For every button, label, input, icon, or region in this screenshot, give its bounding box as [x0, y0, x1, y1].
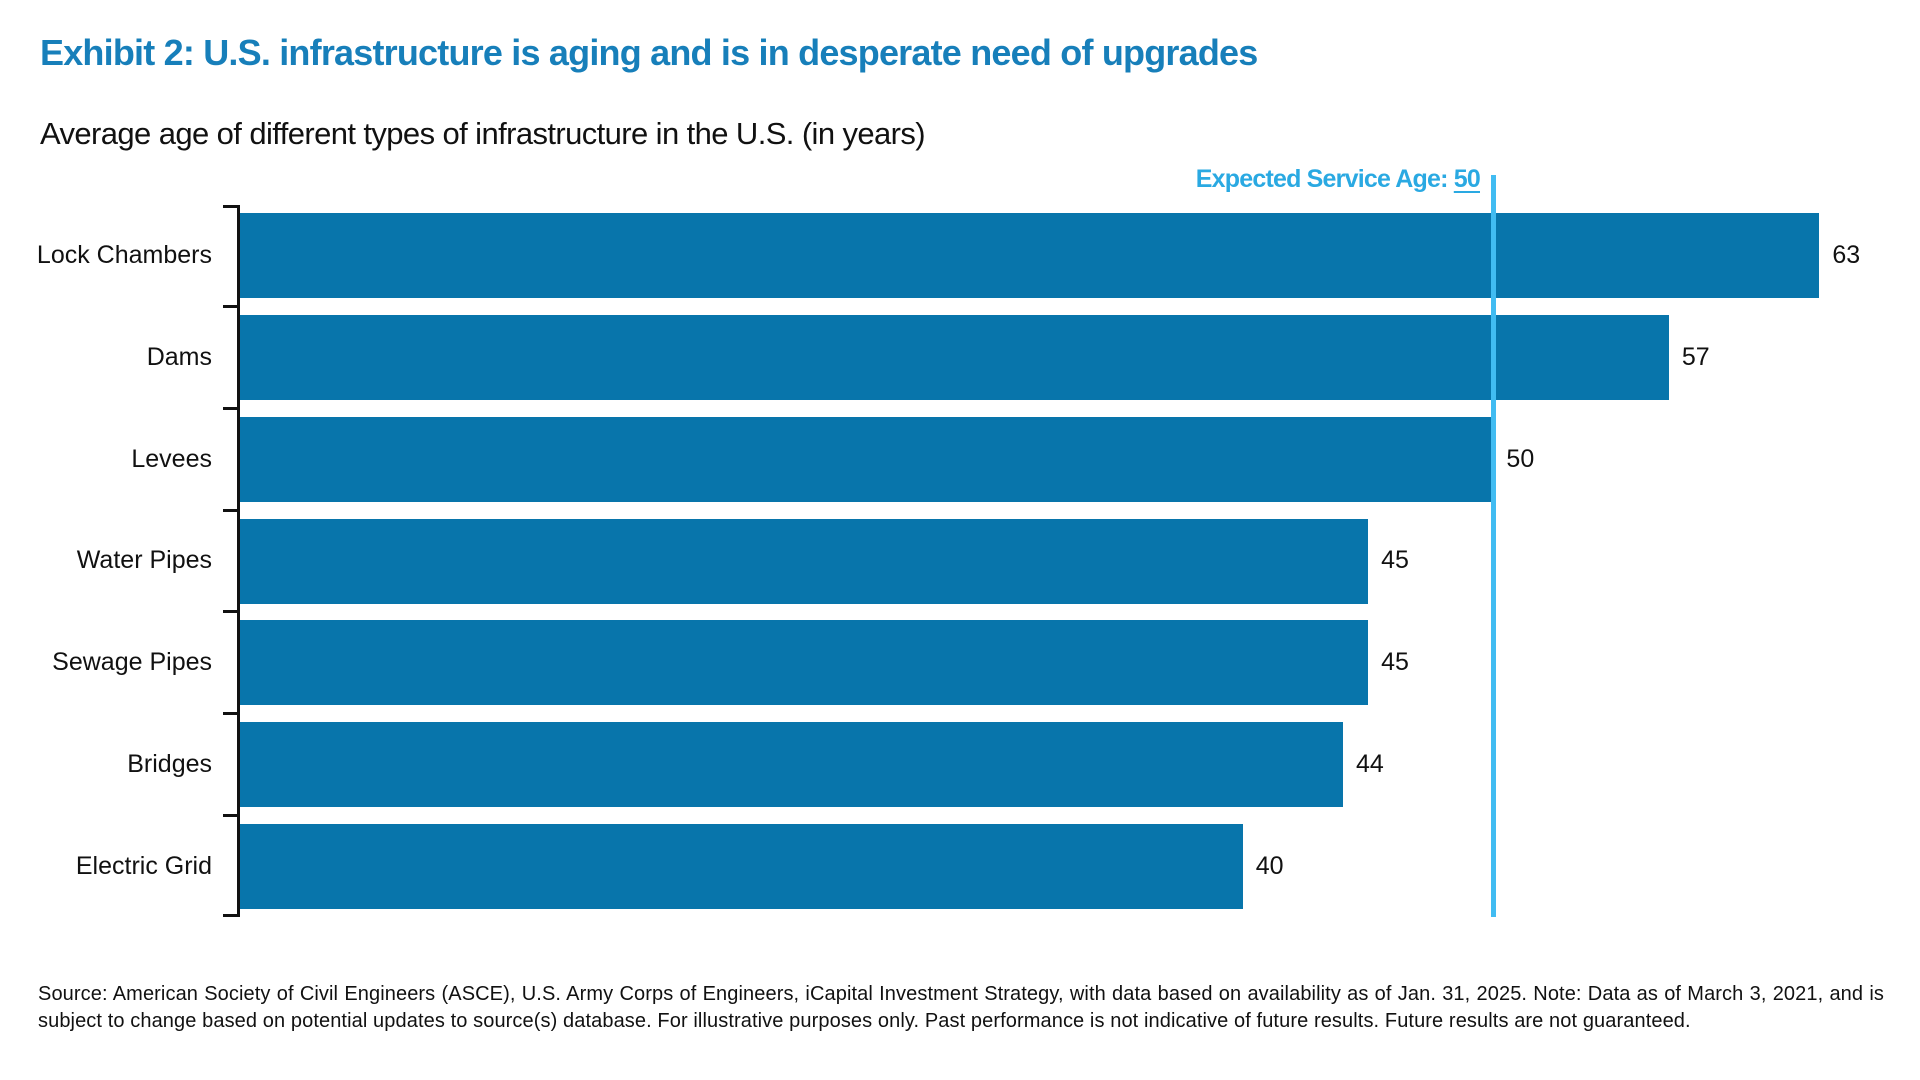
category-label: Levees	[131, 444, 212, 473]
bar	[240, 823, 1243, 909]
axis-tick	[223, 305, 237, 309]
bar-value-label: 45	[1381, 546, 1409, 575]
chart-subtitle: Average age of different types of infras…	[40, 116, 926, 151]
axis-tick	[223, 406, 237, 410]
category-label: Dams	[146, 343, 212, 372]
axis-tick	[223, 508, 237, 512]
bar	[240, 213, 1820, 299]
bar	[240, 315, 1669, 401]
bar-value-label: 50	[1506, 444, 1535, 473]
axis-tick	[223, 914, 237, 917]
exhibit-title: Exhibit 2: U.S. infrastructure is aging …	[40, 32, 1258, 73]
bar	[240, 518, 1369, 604]
bar	[240, 620, 1369, 706]
reference-value-link[interactable]: 50	[1453, 165, 1481, 193]
category-label: Electric Grid	[75, 851, 212, 880]
axis-tick	[223, 712, 237, 716]
category-label: Sewage Pipes	[52, 648, 212, 677]
bar	[240, 721, 1344, 807]
bar-value-label: 44	[1356, 749, 1384, 778]
bar-chart: Expected Service Age: 50 Lock Chambers 63…	[0, 165, 1900, 917]
axis-tick	[223, 205, 237, 208]
bar-value-label: 57	[1681, 343, 1710, 372]
category-label: Bridges	[127, 749, 212, 778]
bar-value-label: 63	[1832, 241, 1861, 270]
reference-line-label: Expected Service Age: 50	[0, 165, 1481, 199]
reference-line	[1491, 175, 1497, 917]
reference-label-text: Expected Service Age:	[1195, 165, 1454, 193]
y-axis	[223, 205, 240, 917]
bar-value-label: 40	[1255, 851, 1284, 880]
axis-tick	[223, 813, 237, 817]
bar	[240, 416, 1494, 502]
category-label: Lock Chambers	[36, 241, 212, 270]
axis-tick	[223, 610, 237, 614]
bar-value-label: 45	[1381, 648, 1409, 677]
category-label: Water Pipes	[76, 546, 212, 575]
source-note: Source: American Society of Civil Engine…	[38, 983, 1884, 1032]
